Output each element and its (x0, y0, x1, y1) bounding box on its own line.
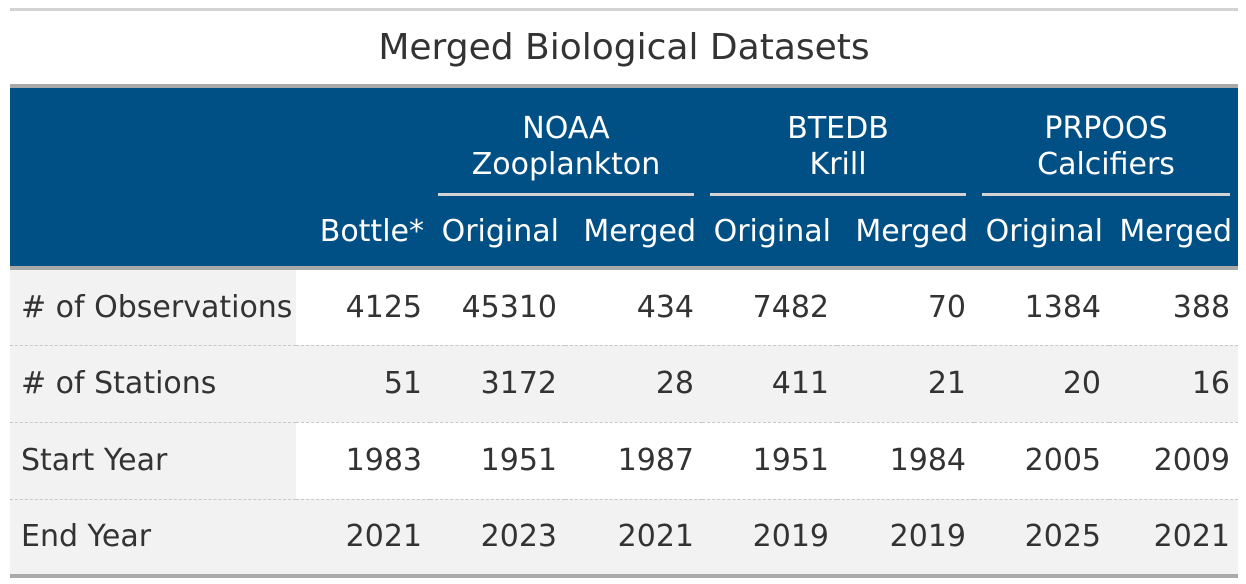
column-header-row: Bottle* Original Merged Original Merged … (10, 196, 1239, 268)
table-cell: 1951 (702, 421, 838, 499)
column-header-prpoos-merged: Merged (1109, 196, 1239, 268)
table-cell: 16 (1109, 344, 1239, 422)
table-cell: 51 (296, 344, 430, 422)
table-cell: 2021 (296, 498, 430, 576)
table-cell: 1987 (565, 421, 703, 499)
table-cell: 2009 (1109, 421, 1239, 499)
spanner-line1: BTEDB (787, 111, 889, 146)
table-cell: 2025 (974, 498, 1110, 576)
table-cell: 2021 (1109, 498, 1239, 576)
table-cell: 1984 (837, 421, 975, 499)
table-cell: 1983 (296, 421, 430, 499)
table-cell: 4125 (296, 268, 430, 345)
row-label: End Year (10, 498, 296, 576)
row-label: Start Year (10, 421, 296, 499)
spanner-btedb-krill: BTEDB Krill (702, 86, 975, 196)
table-cell: 7482 (702, 268, 838, 345)
table-cell: 3172 (430, 344, 565, 422)
table-cell: 1384 (974, 268, 1110, 345)
table-cell: 2021 (565, 498, 703, 576)
spanner-row: NOAA Zooplankton BTEDB Krill PRPOOS Calc… (10, 86, 1239, 196)
column-header-noaa-original: Original (430, 196, 565, 268)
row-label: # of Observations (10, 268, 296, 345)
column-header-noaa-merged: Merged (565, 196, 703, 268)
spanner-line1: PRPOOS (1044, 111, 1168, 146)
spanner-empty (10, 86, 296, 196)
spanner-line2: Calcifiers (1037, 147, 1175, 182)
data-table: NOAA Zooplankton BTEDB Krill PRPOOS Calc… (10, 84, 1239, 578)
table-cell: 434 (565, 268, 703, 345)
table-row: # of Observations 4125 45310 434 7482 70… (10, 268, 1239, 345)
table-cell: 70 (837, 268, 975, 345)
spanner-noaa-zooplankton: NOAA Zooplankton (430, 86, 703, 196)
spanner-line2: Krill (809, 147, 867, 182)
table-row: End Year 2021 2023 2021 2019 2019 2025 2… (10, 498, 1239, 576)
column-header-stub (10, 196, 296, 268)
table-header: NOAA Zooplankton BTEDB Krill PRPOOS Calc… (10, 86, 1239, 268)
column-header-bottle: Bottle* (296, 196, 430, 268)
column-header-prpoos-original: Original (974, 196, 1110, 268)
table-title: Merged Biological Datasets (378, 27, 870, 68)
column-header-btedb-original: Original (702, 196, 838, 268)
table-cell: 2005 (974, 421, 1110, 499)
table-cell: 2019 (837, 498, 975, 576)
spanner-line2: Zooplankton (471, 147, 661, 182)
table-cell: 21 (837, 344, 975, 422)
table-cell: 411 (702, 344, 838, 422)
table-cell: 28 (565, 344, 703, 422)
table-cell: 2023 (430, 498, 565, 576)
table-cell: 2019 (702, 498, 838, 576)
spanner-empty-bottle (296, 86, 430, 196)
table-cell: 45310 (430, 268, 565, 345)
table-cell: 388 (1109, 268, 1239, 345)
table-row: Start Year 1983 1951 1987 1951 1984 2005… (10, 421, 1239, 499)
row-label: # of Stations (10, 344, 296, 422)
table-cell: 20 (974, 344, 1110, 422)
table-cell: 1951 (430, 421, 565, 499)
spanner-line1: NOAA (522, 111, 610, 146)
table-body: # of Observations 4125 45310 434 7482 70… (10, 268, 1239, 576)
top-rule (10, 8, 1238, 11)
column-header-btedb-merged: Merged (837, 196, 975, 268)
spanner-prpoos-calcifiers: PRPOOS Calcifiers (974, 86, 1239, 196)
table-row: # of Stations 51 3172 28 411 21 20 16 (10, 344, 1239, 422)
